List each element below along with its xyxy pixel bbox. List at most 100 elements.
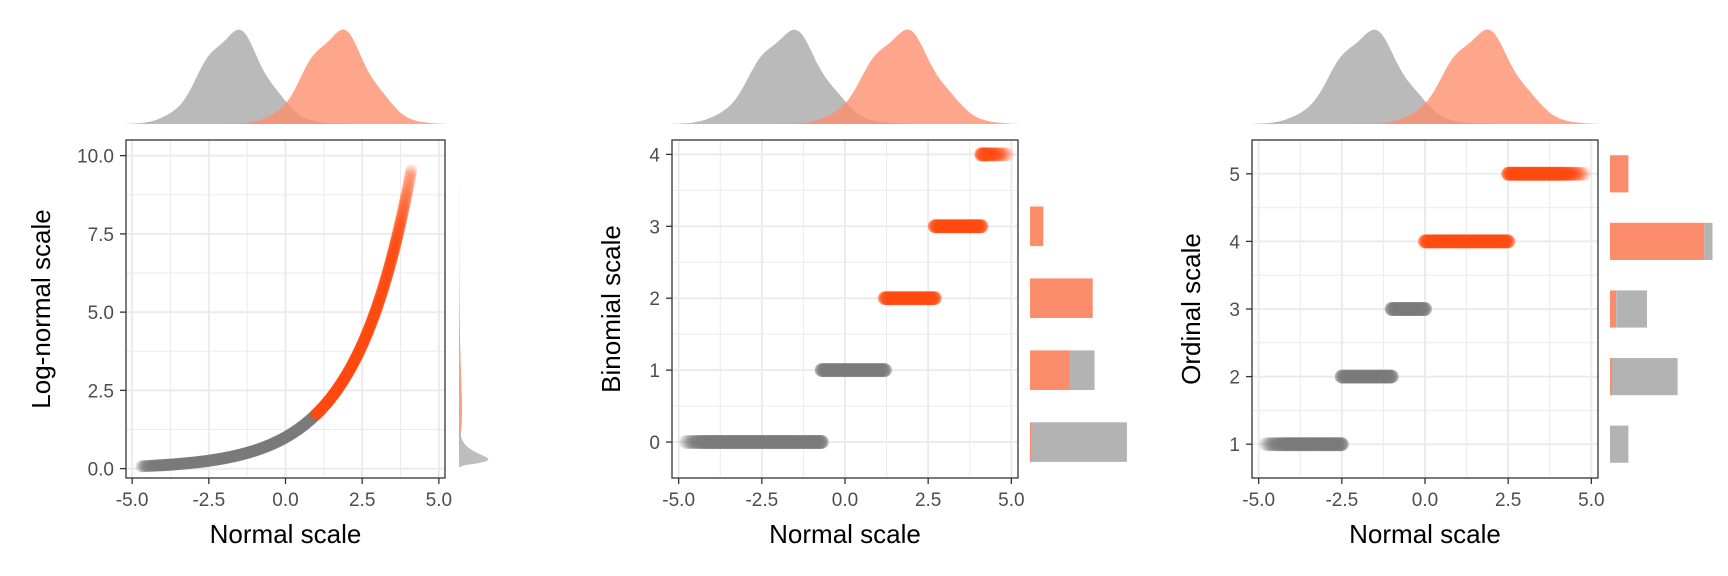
- data-point: [203, 454, 216, 467]
- data-point: [265, 438, 278, 451]
- data-point: [228, 450, 241, 463]
- data-point: [1573, 166, 1588, 181]
- data-point: [151, 459, 164, 472]
- data-point: [385, 252, 398, 265]
- data-point: [239, 447, 252, 460]
- data-point: [343, 363, 356, 376]
- data-point: [216, 452, 229, 465]
- data-point: [347, 357, 360, 370]
- data-point: [264, 438, 277, 451]
- data-point: [404, 169, 417, 182]
- data-point: [270, 435, 283, 448]
- data-point: [136, 460, 149, 473]
- data-point: [1262, 437, 1277, 452]
- data-point: [202, 454, 215, 467]
- data-point: [262, 439, 275, 452]
- y-tick-label: 0: [649, 433, 660, 454]
- data-point: [272, 435, 285, 448]
- data-point: [198, 455, 211, 468]
- data-point: [203, 454, 216, 467]
- panel-1: -5.0 -2.5 0.0 2.5 5.0 0.0 2.5 5.0 7.5 10.0 Normal …: [26, 29, 489, 549]
- data-point: [219, 452, 232, 464]
- data-point: [210, 453, 223, 466]
- data-point: [324, 392, 337, 404]
- data-point: [395, 211, 408, 223]
- data-point: [342, 366, 354, 379]
- data-point: [139, 460, 151, 473]
- data-point: [331, 383, 344, 396]
- data-point: [190, 456, 203, 469]
- data-point: [284, 428, 297, 441]
- data-point: [1558, 166, 1573, 181]
- data-point: [320, 397, 333, 410]
- data-point: [257, 441, 269, 454]
- data-point: [310, 407, 323, 420]
- axes: -5.0 -2.5 0.0 2.5 5.0 1 2 3 4 5 Normal scale Ordina…: [1176, 165, 1605, 549]
- data-point: [330, 384, 343, 397]
- data-point: [165, 458, 178, 471]
- data-point: [241, 446, 254, 459]
- data-point: [144, 459, 157, 472]
- data-point: [351, 349, 364, 362]
- data-point: [978, 147, 993, 162]
- data-point: [393, 219, 406, 232]
- data-point: [989, 147, 1004, 162]
- data-point: [263, 439, 276, 452]
- data-point: [315, 403, 328, 415]
- data-point: [310, 408, 323, 421]
- data-point: [353, 343, 366, 356]
- data-point: [169, 458, 182, 471]
- data-point: [275, 433, 288, 446]
- data-point: [170, 458, 183, 471]
- data-point: [378, 279, 391, 291]
- data-point: [157, 459, 170, 472]
- data-point: [226, 450, 239, 463]
- bar-highlight: [1610, 222, 1705, 260]
- x-tick-label: 5.0: [1578, 490, 1604, 511]
- data-point: [236, 448, 249, 461]
- y-tick-label: 0.0: [88, 460, 114, 481]
- data-point: [166, 458, 179, 471]
- data-point: [381, 269, 393, 282]
- data-point: [278, 432, 291, 445]
- data-point: [200, 455, 213, 468]
- data-point: [328, 387, 341, 400]
- data-point: [155, 459, 167, 472]
- data-point: [356, 337, 369, 350]
- data-point: [260, 440, 273, 453]
- data-point: [1258, 437, 1273, 452]
- data-point: [1261, 437, 1276, 452]
- data-point: [343, 364, 356, 377]
- data-point: [162, 458, 175, 471]
- data-point: [355, 339, 368, 352]
- x-axis-title: Normal scale: [1349, 519, 1501, 549]
- data-point: [391, 229, 404, 242]
- data-point: [383, 261, 396, 273]
- x-tick-label: -5.0: [116, 490, 149, 511]
- data-point: [187, 456, 200, 469]
- data-point: [376, 283, 389, 296]
- data-point: [1570, 166, 1585, 181]
- data-point: [380, 271, 393, 284]
- data-point: [363, 321, 376, 334]
- data-point: [1576, 166, 1591, 181]
- data-point: [360, 328, 373, 341]
- data-point: [324, 392, 337, 405]
- data-point: [293, 422, 306, 435]
- data-point: [877, 363, 892, 378]
- data-point: [1264, 437, 1279, 452]
- data-point: [977, 147, 992, 162]
- data-point: [224, 451, 237, 463]
- data-point: [1574, 166, 1589, 181]
- data-point: [178, 457, 191, 470]
- gridlines: [126, 140, 445, 478]
- data-point: [1577, 166, 1592, 181]
- data-point: [307, 411, 320, 424]
- data-point: [295, 420, 308, 433]
- data-point: [150, 459, 163, 472]
- data-point: [206, 454, 219, 467]
- data-point: [148, 459, 161, 472]
- data-point: [350, 351, 363, 364]
- data-point: [136, 460, 149, 473]
- data-point: [145, 459, 158, 472]
